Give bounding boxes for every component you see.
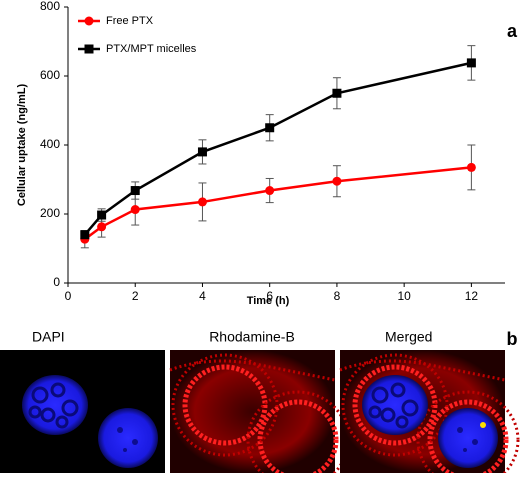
data-point <box>332 88 342 98</box>
y-tick-label: 400 <box>40 137 60 151</box>
data-point <box>197 147 207 157</box>
x-tick-label: 0 <box>65 289 72 303</box>
x-axis-title: Time (h) <box>247 295 290 307</box>
x-tick-label: 6 <box>266 289 273 303</box>
data-point <box>265 186 275 196</box>
data-point <box>130 186 140 196</box>
y-tick-label: 600 <box>40 68 60 82</box>
rhodamine-image <box>170 350 348 473</box>
data-point <box>97 210 107 220</box>
y-tick-label: 0 <box>53 275 60 289</box>
data-point <box>466 58 476 68</box>
data-point <box>130 205 140 215</box>
merged-image <box>340 350 518 473</box>
data-point <box>80 230 90 240</box>
panel-label: b <box>507 329 518 349</box>
x-tick-label: 12 <box>465 289 479 303</box>
legend-marker <box>84 44 94 54</box>
legend-label: PTX/MPT micelles <box>106 43 197 55</box>
image-label: Rhodamine-B <box>209 329 295 345</box>
panel-label: a <box>507 21 518 41</box>
image-label: DAPI <box>32 329 65 345</box>
x-tick-label: 8 <box>334 289 341 303</box>
data-point <box>97 222 107 232</box>
data-point <box>332 176 342 186</box>
y-axis-title: Cellular uptake (ng/mL) <box>16 84 28 207</box>
y-tick-label: 200 <box>40 206 60 220</box>
legend-marker <box>84 16 94 26</box>
data-point <box>466 162 476 172</box>
x-tick-label: 10 <box>397 289 411 303</box>
microscopy-panels <box>0 350 518 473</box>
image-label: Merged <box>385 329 432 345</box>
data-point <box>197 197 207 207</box>
series-line <box>84 166 472 241</box>
x-tick-label: 4 <box>199 289 206 303</box>
x-tick-label: 2 <box>132 289 139 303</box>
legend-label: Free PTX <box>106 15 154 27</box>
dapi-image <box>0 350 165 473</box>
y-tick-label: 800 <box>40 0 60 13</box>
data-point <box>265 123 275 133</box>
